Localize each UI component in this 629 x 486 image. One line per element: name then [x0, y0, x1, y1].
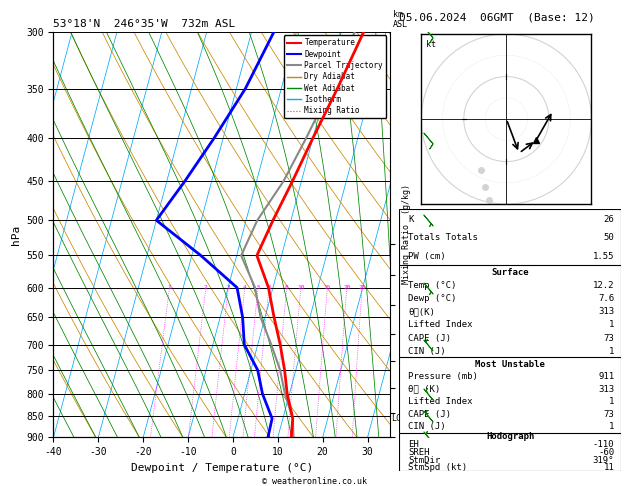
- Text: Mixing Ratio  (g/kg): Mixing Ratio (g/kg): [402, 185, 411, 284]
- Text: Most Unstable: Most Unstable: [475, 360, 545, 368]
- Text: 25: 25: [359, 285, 366, 290]
- Text: Surface: Surface: [491, 268, 529, 277]
- Text: -60: -60: [598, 448, 614, 457]
- Text: PW (cm): PW (cm): [408, 252, 446, 261]
- Text: © weatheronline.co.uk: © weatheronline.co.uk: [262, 477, 367, 486]
- Text: 6: 6: [267, 285, 271, 290]
- Text: LCL: LCL: [391, 414, 406, 423]
- Text: 10: 10: [297, 285, 304, 290]
- Text: θᴇ (K): θᴇ (K): [408, 385, 440, 394]
- X-axis label: Dewpoint / Temperature (°C): Dewpoint / Temperature (°C): [131, 463, 313, 473]
- Text: Pressure (mb): Pressure (mb): [408, 372, 478, 381]
- Text: 11: 11: [603, 464, 614, 472]
- Y-axis label: hPa: hPa: [11, 225, 21, 244]
- Text: 1: 1: [609, 320, 614, 330]
- Text: 319°: 319°: [593, 456, 614, 465]
- Text: CAPE (J): CAPE (J): [408, 410, 451, 419]
- Text: SREH: SREH: [408, 448, 430, 457]
- Text: CIN (J): CIN (J): [408, 347, 446, 356]
- Text: 911: 911: [598, 372, 614, 381]
- Text: EH: EH: [408, 440, 419, 449]
- Text: 15: 15: [323, 285, 331, 290]
- Text: 1: 1: [609, 347, 614, 356]
- Text: K: K: [408, 215, 414, 224]
- Legend: Temperature, Dewpoint, Parcel Trajectory, Dry Adiabat, Wet Adiabat, Isotherm, Mi: Temperature, Dewpoint, Parcel Trajectory…: [284, 35, 386, 118]
- Text: 3: 3: [226, 285, 230, 290]
- Text: Dewp (°C): Dewp (°C): [408, 294, 457, 303]
- Text: StmSpd (kt): StmSpd (kt): [408, 464, 467, 472]
- Text: 5: 5: [256, 285, 260, 290]
- Text: CIN (J): CIN (J): [408, 422, 446, 432]
- Text: Temp (°C): Temp (°C): [408, 281, 457, 290]
- Text: 53°18'N  246°35'W  732m ASL: 53°18'N 246°35'W 732m ASL: [53, 19, 236, 30]
- Text: StmDir: StmDir: [408, 456, 440, 465]
- Text: 313: 313: [598, 307, 614, 316]
- Text: 73: 73: [603, 333, 614, 343]
- Text: 05.06.2024  06GMT  (Base: 12): 05.06.2024 06GMT (Base: 12): [399, 12, 595, 22]
- Text: 73: 73: [603, 410, 614, 419]
- Text: Lifted Index: Lifted Index: [408, 397, 473, 406]
- Text: kt: kt: [426, 40, 435, 49]
- Text: 1: 1: [168, 285, 171, 290]
- Text: Lifted Index: Lifted Index: [408, 320, 473, 330]
- Text: 313: 313: [598, 385, 614, 394]
- Text: 20: 20: [343, 285, 350, 290]
- Text: CAPE (J): CAPE (J): [408, 333, 451, 343]
- Text: 12.2: 12.2: [593, 281, 614, 290]
- Text: 1: 1: [609, 422, 614, 432]
- Text: 50: 50: [603, 233, 614, 243]
- Text: -110: -110: [593, 440, 614, 449]
- Text: 4: 4: [243, 285, 247, 290]
- Text: θᴇ(K): θᴇ(K): [408, 307, 435, 316]
- Text: km
ASL: km ASL: [393, 10, 408, 29]
- Text: 26: 26: [603, 215, 614, 224]
- Text: Totals Totals: Totals Totals: [408, 233, 478, 243]
- Text: 8: 8: [285, 285, 289, 290]
- Text: Hodograph: Hodograph: [486, 433, 534, 441]
- Text: 2: 2: [204, 285, 208, 290]
- Text: 1.55: 1.55: [593, 252, 614, 261]
- Text: 7.6: 7.6: [598, 294, 614, 303]
- Text: 1: 1: [609, 397, 614, 406]
